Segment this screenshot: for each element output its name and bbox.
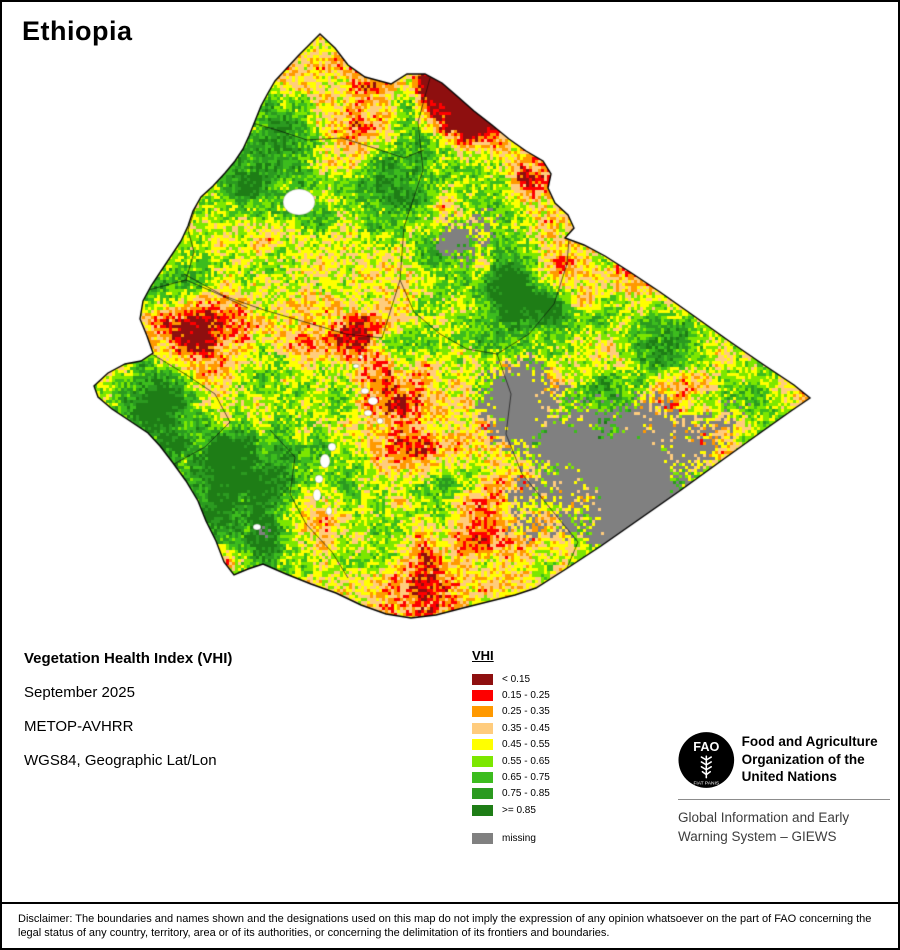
legend-label: 0.35 - 0.45 <box>502 722 550 734</box>
legend-title: VHI <box>472 648 494 663</box>
legend-label: 0.75 - 0.85 <box>502 788 550 800</box>
legend-item: 0.45 - 0.55 <box>472 737 550 753</box>
legend-swatch <box>472 804 493 816</box>
wheat-icon <box>700 755 712 779</box>
fao-org-name: Food and Agriculture Organization of the… <box>741 734 878 784</box>
legend-swatch <box>472 772 493 784</box>
legend-swatch <box>472 788 493 800</box>
legend-swatch <box>472 722 493 734</box>
legend-items: < 0.15 0.15 - 0.25 0.25 - 0.35 0.35 - 0.45 0… <box>472 671 550 819</box>
disclaimer: Disclaimer: The boundaries and names sho… <box>2 902 898 948</box>
map-projection: WGS84, Geographic Lat/Lon <box>24 752 217 769</box>
fao-logo-text: FAO <box>693 740 719 754</box>
legend-label: 0.15 - 0.25 <box>502 690 550 702</box>
legend-swatch <box>472 739 493 751</box>
divider <box>678 799 890 800</box>
legend-label: 0.65 - 0.75 <box>502 772 550 784</box>
map-layer-title: Vegetation Health Index (VHI) <box>24 650 233 667</box>
fao-logo: FAO FIAT PANIS <box>678 732 735 788</box>
legend-label: < 0.15 <box>502 673 531 685</box>
legend-swatch <box>472 673 493 685</box>
legend-item: 0.25 - 0.35 <box>472 704 550 720</box>
legend-item: 0.15 - 0.25 <box>472 687 550 703</box>
legend: VHI < 0.15 0.15 - 0.25 0.25 - 0.35 0.35 - 0… <box>472 648 550 847</box>
legend-label: 0.25 - 0.35 <box>502 706 550 718</box>
legend-label: >= 0.85 <box>502 804 536 816</box>
map-sensor: METOP-AVHRR <box>24 718 134 735</box>
legend-item: 0.35 - 0.45 <box>472 720 550 736</box>
legend-label: 0.45 - 0.55 <box>502 739 550 751</box>
legend-swatch <box>472 706 493 718</box>
map-date: September 2025 <box>24 684 135 701</box>
legend-label: missing <box>502 833 536 845</box>
legend-swatch <box>472 755 493 767</box>
page-title: Ethiopia <box>22 16 133 46</box>
legend-item: 0.65 - 0.75 <box>472 769 550 785</box>
legend-swatch <box>472 833 493 845</box>
legend-item: 0.75 - 0.85 <box>472 786 550 802</box>
legend-item: < 0.15 <box>472 671 550 687</box>
fao-logo-motto: FIAT PANIS <box>693 780 719 786</box>
legend-item-missing: missing <box>472 831 550 847</box>
legend-item: >= 0.85 <box>472 802 550 818</box>
fao-block: FAO FIAT PANIS Food and Agriculture Orga… <box>678 731 890 846</box>
legend-item: 0.55 - 0.65 <box>472 753 550 769</box>
giews-label: Global Information and Early Warning Sys… <box>678 810 850 844</box>
legend-swatch <box>472 690 493 702</box>
map-info-block: Vegetation Health Index (VHI) September … <box>24 650 232 786</box>
legend-label: 0.55 - 0.65 <box>502 755 550 767</box>
